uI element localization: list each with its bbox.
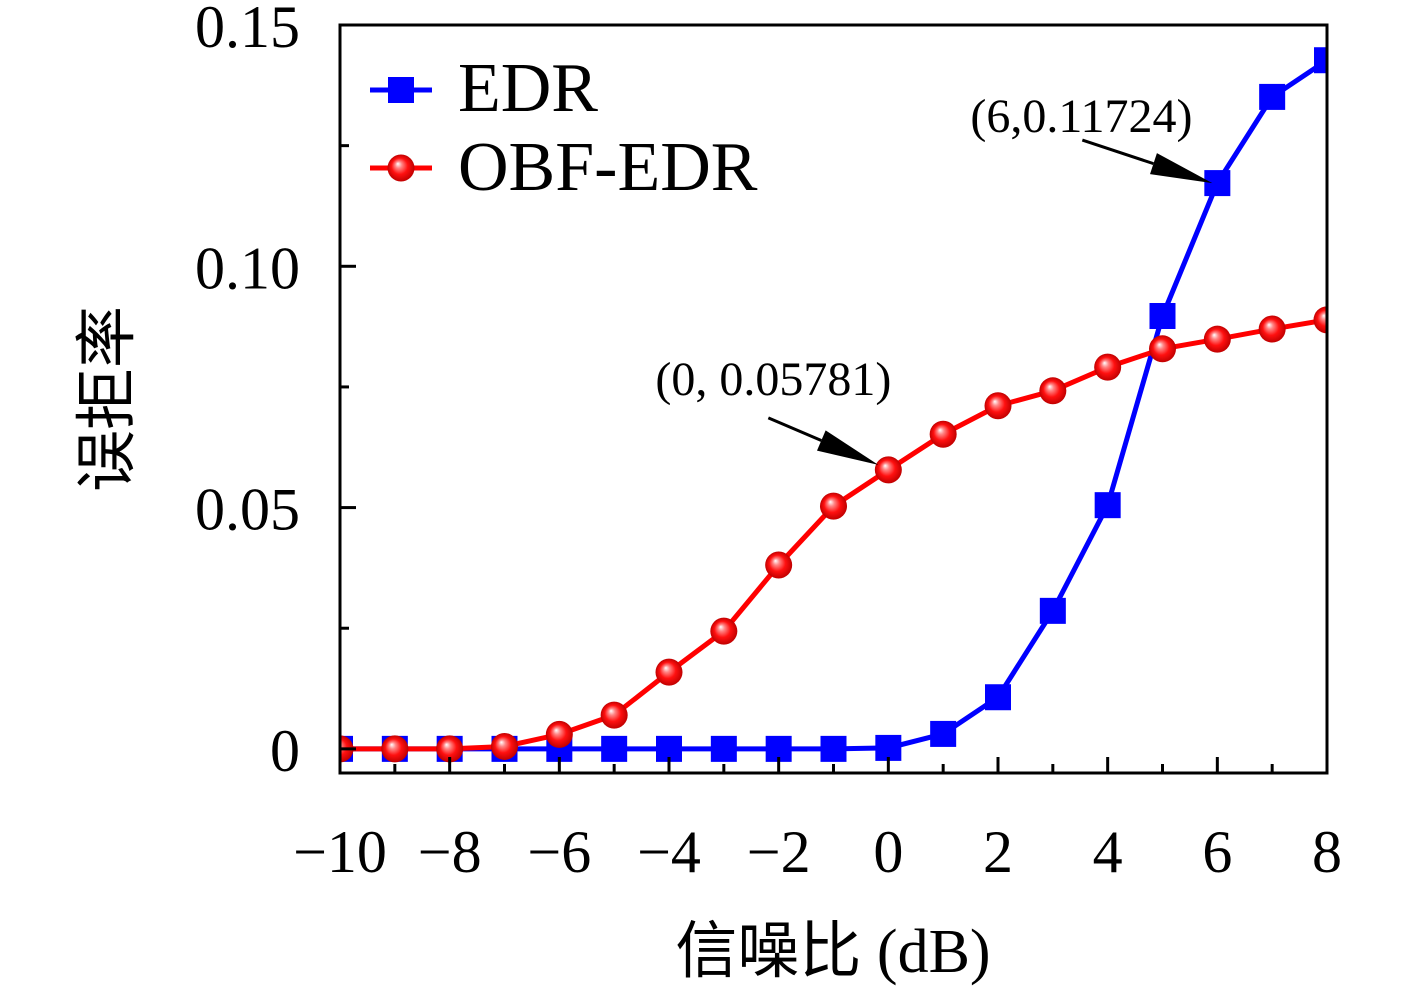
tick-label-layer: −10 −8 −6 −4 −2 0 2 4 6 8 0 0.05 0.10 0.15 (195, 0, 1342, 885)
legend-label-edr: EDR (458, 50, 598, 127)
edr-point (875, 734, 902, 761)
obf-edr-point (600, 701, 628, 729)
annotation-layer: (6,0.11724) (0, 0.05781) (655, 90, 1213, 465)
obf-edr-point (1094, 353, 1122, 381)
x-tick-label: −6 (527, 819, 591, 885)
edr-point (985, 684, 1011, 711)
x-axis-label: 信噪比 (dB) (675, 918, 990, 986)
x-tick-label: −4 (637, 819, 701, 885)
annotation-label: (0, 0.05781) (655, 353, 891, 406)
series-layer (340, 47, 1327, 763)
legend: EDR OBF-EDR (370, 50, 758, 206)
edr-point (1039, 597, 1066, 624)
x-tick-label: −8 (418, 819, 482, 885)
edr-point (1204, 170, 1231, 197)
x-tick-label: 2 (983, 819, 1013, 885)
edr-point (710, 735, 737, 762)
x-tick-label: 0 (873, 819, 903, 885)
y-tick-label: 0.05 (195, 477, 300, 543)
obf-edr-point (655, 658, 683, 686)
legend-label-obf-edr: OBF-EDR (458, 129, 758, 206)
obf-edr-point (929, 420, 957, 448)
obf-edr-point (1313, 306, 1327, 334)
edr-point (820, 735, 847, 762)
legend-swatch-marker-edr (388, 77, 414, 103)
obf-edr-point (765, 551, 793, 579)
obf-edr-point (491, 732, 518, 760)
obf-edr-point (436, 735, 464, 763)
edr-point (1094, 492, 1121, 519)
edr-point (1314, 47, 1327, 74)
legend-entry-edr: EDR (370, 50, 598, 127)
annotation: (0, 0.05781) (655, 353, 891, 465)
x-tick-label: 6 (1202, 819, 1232, 885)
obf-edr-point (545, 720, 573, 748)
obf-edr-point (1149, 335, 1176, 363)
annotation-arrow-line (1081, 138, 1154, 166)
obf-edr-point (1039, 377, 1067, 405)
obf-edr-point (381, 735, 409, 763)
obf-edr-point (710, 617, 738, 645)
edr-point (1149, 302, 1176, 329)
edr-point (1259, 83, 1286, 110)
obf-edr-point (984, 392, 1012, 420)
annotation: (6,0.11724) (970, 90, 1213, 184)
annotation-arrow-head (1150, 153, 1213, 184)
legend-entry-obf-edr: OBF-EDR (370, 129, 758, 206)
tick-layer (338, 23, 1329, 773)
annotation-label: (6,0.11724) (970, 90, 1192, 143)
annotation-arrow-line (767, 416, 822, 442)
annotation-arrow-head (816, 430, 879, 465)
legend-swatch-marker-obf-edr (387, 154, 415, 182)
x-tick-label: −10 (293, 819, 387, 885)
x-tick-label: 8 (1312, 819, 1342, 885)
obf-edr-point (1203, 325, 1231, 353)
x-tick-label: 4 (1093, 819, 1123, 885)
y-axis-label: 误拒率 (74, 306, 142, 492)
edr-point (601, 735, 628, 762)
y-tick-label: 0 (270, 718, 300, 784)
obf-edr-point (874, 456, 902, 484)
y-tick-label: 0.10 (195, 235, 300, 301)
obf-edr-point (1258, 315, 1286, 343)
x-tick-label: −2 (747, 819, 811, 885)
obf-edr-point (820, 492, 847, 520)
y-tick-label: 0.15 (195, 0, 300, 60)
edr-point (930, 720, 957, 747)
